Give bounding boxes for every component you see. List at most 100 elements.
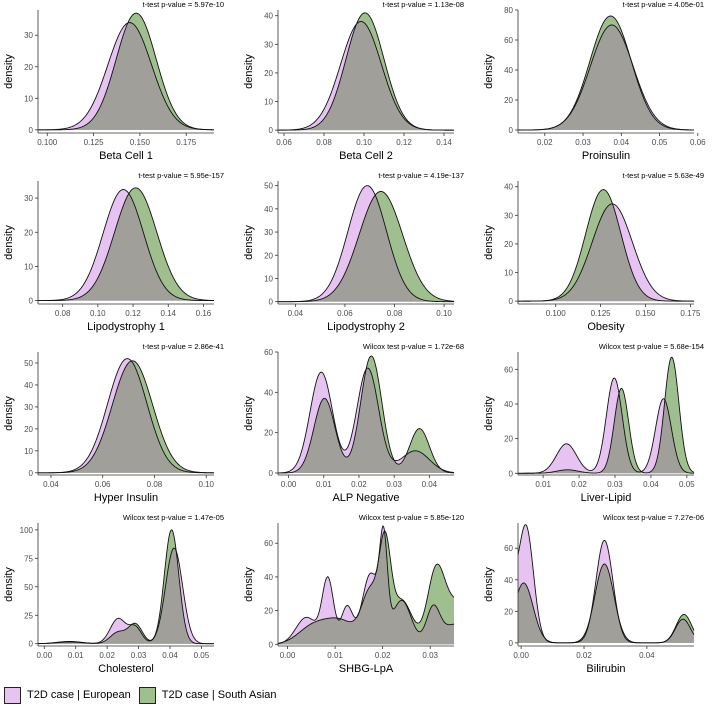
- y-tick-label: 75: [24, 554, 33, 563]
- panel-lipodystrophy-1: 0.08 0.10 0.12 0.14 0.16 0 10 20 30 t-test p-valu…: [3, 171, 224, 333]
- y-axis-label: density: [483, 567, 495, 602]
- y-tick-label: 0: [29, 469, 34, 478]
- legend-swatch-south-asian: [138, 686, 156, 704]
- x-tick-label: 0.03: [607, 480, 623, 489]
- x-tick-label: 0.16: [196, 309, 212, 318]
- x-tick-label: 0.100: [37, 138, 58, 147]
- y-tick-label: 20: [24, 63, 33, 72]
- density-line-south-asian: [278, 190, 455, 303]
- x-tick-label: 0.00: [280, 651, 296, 660]
- x-tick-label: 0.02: [351, 480, 367, 489]
- density-line-european: [37, 547, 214, 645]
- x-tick-label: 0.08: [55, 309, 71, 318]
- y-tick-label: 40: [504, 400, 513, 409]
- y-tick-label: 0: [269, 469, 274, 478]
- density-line-south-asian: [277, 530, 455, 644]
- x-tick-label: 0.125: [591, 309, 612, 318]
- x-tick-label: 0.01: [327, 651, 343, 660]
- panel-test-title: t-test p-value = 5.63e-49: [622, 171, 704, 180]
- y-tick-label: 30: [264, 40, 273, 49]
- x-tick-label: 0.14: [436, 138, 452, 147]
- y-tick-label: 60: [504, 365, 513, 374]
- x-axis-label: Hyper Insulin: [94, 492, 158, 504]
- panel-bilirubin: 0.00 0.02 0.04 0 20 40 60 Wilcox test p-value =…: [483, 513, 704, 675]
- x-tick-label: 0.175: [680, 309, 701, 318]
- y-tick-label: 50: [24, 359, 33, 368]
- x-tick-label: 0.08: [147, 480, 163, 489]
- x-tick-label: 0.12: [125, 309, 141, 318]
- x-axis-label: Beta Cell 1: [99, 150, 153, 162]
- y-tick-label: 20: [24, 228, 33, 237]
- density-area-overlap: [278, 531, 454, 645]
- density-area-european: [518, 378, 694, 474]
- y-tick-label: 10: [24, 447, 33, 456]
- y-axis-label: density: [3, 225, 15, 260]
- x-tick-label: 0.100: [546, 309, 567, 318]
- y-tick-label: 40: [264, 388, 273, 397]
- panel-beta-cell-1: 0.100 0.125 0.150 0.175 0 10 20 30 t-test p-valu…: [3, 0, 224, 162]
- panel-test-title: t-test p-value = 2.86e-41: [142, 342, 224, 351]
- density-area-overlap: [278, 21, 454, 131]
- density-area-overlap: [278, 195, 454, 302]
- x-axis-label: Liver-Lipid: [581, 492, 632, 504]
- density-line-south-asian: [517, 563, 695, 644]
- y-tick-label: 0: [269, 640, 274, 649]
- density-line-european: [38, 358, 214, 474]
- x-tick-label: 0.10: [90, 309, 106, 318]
- y-tick-label: 40: [264, 205, 273, 214]
- y-axis-label: density: [243, 396, 255, 431]
- x-tick-label: 0.03: [422, 651, 438, 660]
- density-area-overlap: [518, 203, 694, 302]
- y-tick-label: 30: [504, 211, 513, 220]
- y-tick-label: 25: [24, 611, 33, 620]
- x-tick-label: 0.01: [535, 480, 551, 489]
- legend-item-south-asian: T2D case | South Asian: [138, 686, 277, 704]
- panel-cholesterol: 0.00 0.01 0.02 0.03 0.04 0.05 0 25 50 75 100 Wilcox…: [3, 513, 224, 675]
- y-tick-label: 10: [24, 94, 33, 103]
- panel-test-title: t-test p-value = 5.95e-157: [138, 171, 224, 180]
- density-area-overlap: [518, 393, 694, 474]
- y-tick-label: 20: [264, 69, 273, 78]
- legend-swatch-european: [4, 686, 21, 704]
- legend-label-south-asian: T2D case | South Asian: [161, 689, 277, 701]
- panel-test-title: t-test p-value = 4.05e-01: [622, 0, 704, 9]
- panel-test-title: Wilcox test p-value = 5.85e-120: [359, 513, 464, 522]
- panel-proinsulin: 0.02 0.03 0.04 0.05 0.06 0 20 40 60 80 t-test p-va…: [483, 0, 706, 162]
- density-line-european: [278, 185, 454, 303]
- y-axis-label: density: [483, 54, 495, 89]
- legend: T2D case | European T2D case | South Asi…: [4, 684, 285, 706]
- y-tick-label: 20: [24, 425, 33, 434]
- x-tick-label: 0.06: [337, 309, 353, 318]
- y-tick-label: 50: [24, 583, 33, 592]
- y-tick-label: 0: [269, 298, 274, 307]
- x-tick-label: 0.00: [281, 480, 297, 489]
- y-tick-label: 40: [264, 573, 273, 582]
- y-tick-label: 10: [264, 98, 273, 107]
- y-tick-label: 40: [504, 183, 513, 192]
- y-axis-label: density: [243, 225, 255, 260]
- y-tick-label: 20: [504, 435, 513, 444]
- x-axis-label: Bilirubin: [586, 663, 625, 675]
- y-tick-label: 30: [24, 194, 33, 203]
- x-tick-label: 0.04: [639, 651, 655, 660]
- y-tick-label: 60: [504, 544, 513, 553]
- x-tick-label: 0.04: [614, 138, 630, 147]
- panel-lipodystrophy-2: 0.04 0.06 0.08 0.10 0 10 20 30 40 50 t-test p-valu…: [243, 171, 464, 333]
- density-line-south-asian: [518, 356, 695, 474]
- density-area-overlap: [38, 193, 214, 301]
- y-tick-label: 0: [29, 297, 34, 306]
- x-tick-label: 0.02: [571, 480, 587, 489]
- density-line-south-asian: [38, 360, 214, 474]
- y-tick-label: 60: [504, 36, 513, 45]
- x-tick-label: 0.06: [95, 480, 111, 489]
- panel-alp-negative: 0.00 0.01 0.02 0.03 0.04 0 20 40 60 Wilcox test p…: [243, 342, 464, 504]
- density-line-european: [38, 189, 214, 302]
- y-tick-label: 40: [264, 12, 273, 21]
- x-axis-label: ALP Negative: [332, 492, 399, 504]
- y-axis-label: density: [243, 567, 255, 602]
- x-axis-label: Lipodystrophy 1: [87, 321, 165, 333]
- x-tick-label: 0.03: [131, 651, 147, 660]
- y-tick-label: 100: [20, 526, 34, 535]
- density-line-south-asian: [518, 189, 694, 302]
